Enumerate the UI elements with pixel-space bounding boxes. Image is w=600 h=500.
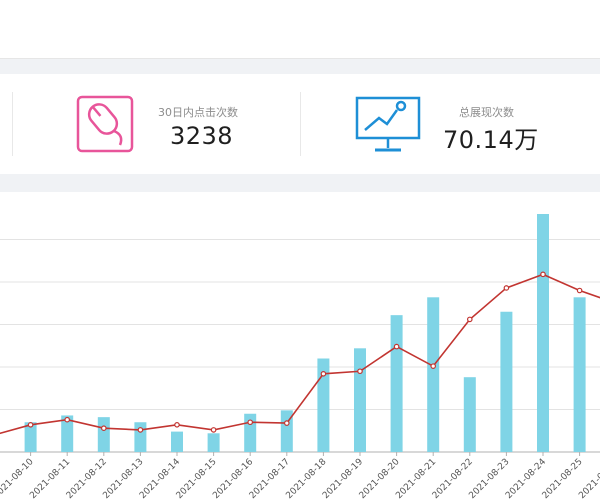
line-point	[247, 419, 254, 426]
bar	[317, 358, 330, 452]
bar	[171, 431, 183, 452]
line-point	[357, 368, 363, 375]
line-point	[540, 271, 546, 278]
mouse-icon	[76, 95, 134, 157]
bar	[427, 297, 440, 452]
top-bar	[0, 0, 600, 59]
line-point	[210, 427, 217, 433]
clicks-label: 30日内点击次数	[158, 106, 238, 119]
chart-panel: 2021-08-092021-08-102021-08-112021-08-12…	[0, 192, 600, 500]
line-point	[320, 371, 327, 377]
bar	[463, 377, 476, 452]
line-point	[576, 287, 583, 294]
line-point	[466, 316, 473, 323]
line-point	[430, 363, 437, 369]
line-point	[27, 422, 34, 428]
impressions-value: 70.14万	[443, 126, 539, 154]
stats-divider	[12, 92, 13, 156]
line-point	[503, 285, 510, 291]
bar	[134, 422, 147, 452]
line-point	[393, 343, 400, 350]
bar	[500, 311, 513, 452]
bar	[573, 297, 586, 452]
bar	[24, 422, 37, 452]
impressions-label: 总展现次数	[459, 106, 514, 119]
bar	[390, 315, 403, 452]
line-point	[283, 420, 290, 426]
line-point	[137, 427, 144, 433]
bar	[537, 214, 549, 452]
line-point	[101, 425, 107, 432]
bar	[354, 348, 366, 452]
line-point	[174, 422, 180, 428]
bar	[97, 417, 110, 452]
bar	[280, 410, 293, 452]
monitor-trend-icon	[355, 94, 421, 158]
stats-panel: 30日内点击次数 3238 总展现次数 70.14万	[0, 74, 600, 174]
clicks-value: 3238	[170, 122, 234, 150]
line-point	[64, 416, 71, 423]
daily-trend-chart: 2021-08-092021-08-102021-08-112021-08-12…	[0, 214, 600, 500]
stats-divider	[300, 92, 301, 156]
bar	[61, 415, 74, 452]
bar	[207, 433, 220, 452]
